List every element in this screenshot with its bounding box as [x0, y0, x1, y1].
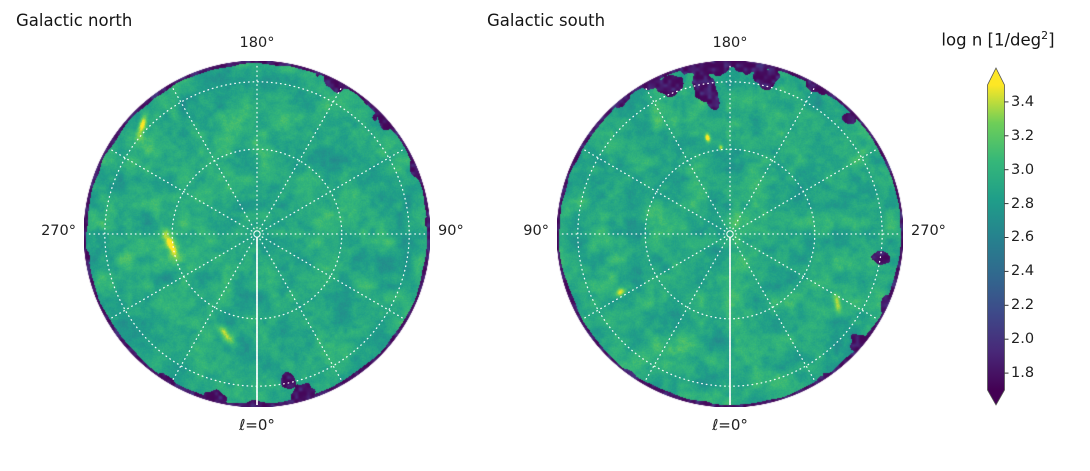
colorbar-label-text: log n [1/deg	[941, 30, 1042, 50]
angle-tick-180-south: 180°	[712, 35, 748, 51]
colorbar-tick-label: 3.0	[1011, 162, 1035, 178]
colorbar-label-exponent: 2	[1041, 29, 1049, 42]
colorbar-tick-label: 2.0	[1011, 331, 1035, 347]
colorbar-label-close: ]	[1048, 30, 1055, 50]
panel-title-north: Galactic north	[16, 11, 133, 30]
density-map-south	[557, 61, 903, 407]
colorbar-tick-label: 2.8	[1011, 196, 1035, 212]
panel-title-south: Galactic south	[487, 11, 606, 30]
panel-galactic-south: Galactic south 180° 90° 270° ℓ=0°	[473, 0, 946, 471]
colorbar-ticks: 3.4 3.2 3.0 2.8 2.6 2.4 2.2 2.0 1.8	[1011, 66, 1061, 408]
angle-tick-l0-north: ℓ=0°	[239, 416, 275, 434]
angle-tick-180-north: 180°	[239, 35, 275, 51]
angle-tick-l0-south: ℓ=0°	[712, 416, 748, 434]
colorbar-tick-label: 1.8	[1011, 365, 1035, 381]
colorbar-gradient	[987, 67, 1009, 406]
colorbar-tick-label: 2.2	[1011, 297, 1035, 313]
angle-tick-left-north: 270°	[41, 223, 76, 239]
colorbar-label: log n [1/deg2]	[912, 29, 1084, 50]
angle-tick-left-south: 90°	[523, 223, 549, 239]
colorbar-tick-label: 3.4	[1011, 94, 1035, 110]
density-map-north	[84, 61, 430, 407]
panel-galactic-north: Galactic north 180° 270° 90° ℓ=0°	[0, 0, 470, 471]
angle-tick-right-north: 90°	[438, 223, 464, 239]
colorbar-tick-label: 2.4	[1011, 263, 1035, 279]
colorbar-tick-label: 2.6	[1011, 229, 1035, 245]
angle-tick-right-south: 270°	[911, 223, 946, 239]
colorbar-tick-label: 3.2	[1011, 128, 1035, 144]
